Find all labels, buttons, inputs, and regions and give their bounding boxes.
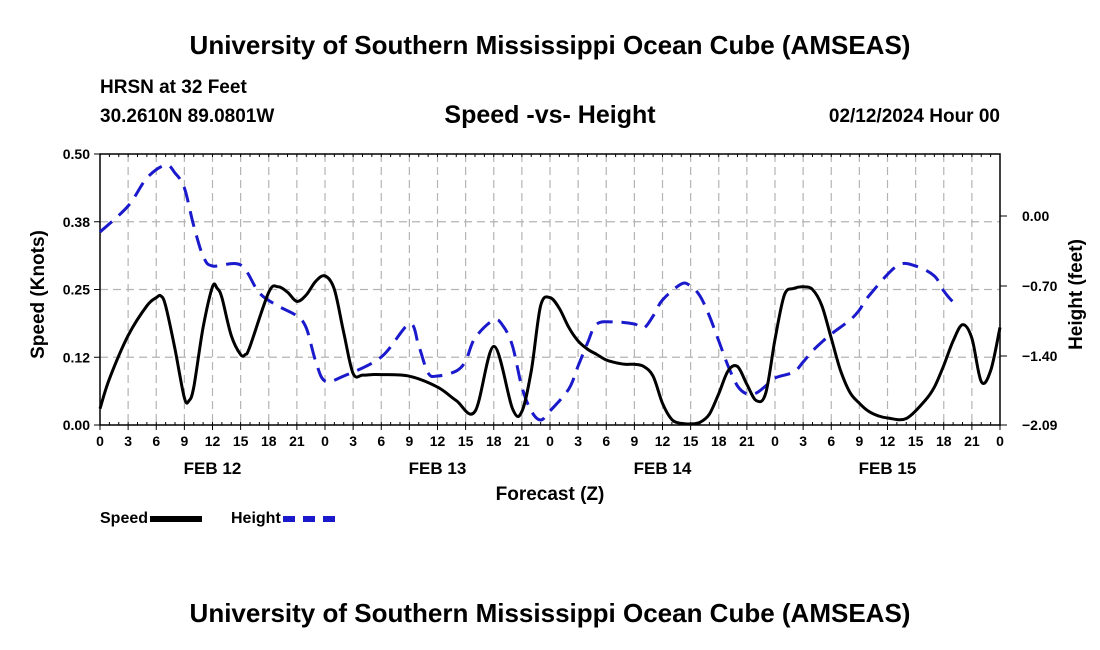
x-tick-label: 18 xyxy=(261,433,277,449)
coordinates-label: 30.2610N 89.0801W xyxy=(100,106,275,127)
x-tick-label: 3 xyxy=(124,433,132,449)
x-tick-label: 9 xyxy=(180,433,188,449)
x-axis-title: Forecast (Z) xyxy=(496,484,605,505)
x-tick-label: 3 xyxy=(574,433,582,449)
x-tick-label: 18 xyxy=(711,433,727,449)
x-tick-label: 12 xyxy=(205,433,221,449)
forecast-datetime: 02/12/2024 Hour 00 xyxy=(828,106,1000,127)
date-label: FEB 13 xyxy=(409,459,467,478)
y-right-axis-title: Height (feet) xyxy=(1066,239,1087,350)
x-tick-label: 6 xyxy=(152,433,160,449)
x-tick-label: 18 xyxy=(936,433,952,449)
x-tick-label: 21 xyxy=(739,433,755,449)
chart-subtitle: Speed -vs- Height xyxy=(444,101,656,129)
y-left-tick-label: 0.38 xyxy=(63,214,90,230)
x-tick-label: 12 xyxy=(655,433,671,449)
height-series-line xyxy=(98,163,955,422)
x-tick-label: 18 xyxy=(486,433,502,449)
legend-speed-label: Speed xyxy=(100,510,149,527)
date-label: FEB 14 xyxy=(634,459,692,478)
y-left-axis-title: Speed (Knots) xyxy=(28,230,49,359)
x-tick-label: 3 xyxy=(799,433,807,449)
legend-speed-swatch xyxy=(150,516,203,522)
x-tick-label: 0 xyxy=(96,433,104,449)
y-right-tick-label: −2.09 xyxy=(1022,417,1058,433)
x-tick-label: 21 xyxy=(289,433,305,449)
y-left-tick-label: 0.00 xyxy=(63,417,90,433)
y-right-tick-label: 0.00 xyxy=(1022,208,1049,224)
y-right-tick-label: −0.70 xyxy=(1022,278,1058,294)
legend-height-label: Height xyxy=(231,510,281,527)
x-tick-label: 15 xyxy=(233,433,249,449)
date-label: FEB 12 xyxy=(184,459,242,478)
chart-title: University of Southern Mississippi Ocean… xyxy=(189,30,911,60)
date-label: FEB 15 xyxy=(859,459,917,478)
y-left-tick-label: 0.25 xyxy=(63,282,90,298)
x-tick-label: 6 xyxy=(377,433,385,449)
legend-height: Height xyxy=(231,510,335,528)
x-tick-label: 15 xyxy=(683,433,699,449)
station-label: HRSN at 32 Feet xyxy=(100,77,247,98)
y-right-tick-label: −1.40 xyxy=(1022,348,1058,364)
x-tick-label: 0 xyxy=(771,433,779,449)
x-tick-label: 15 xyxy=(908,433,924,449)
legend-height-swatch xyxy=(282,516,335,522)
x-tick-label: 6 xyxy=(827,433,835,449)
x-tick-label: 9 xyxy=(630,433,638,449)
x-tick-label: 15 xyxy=(458,433,474,449)
x-tick-label: 0 xyxy=(546,433,554,449)
legend-speed: Speed xyxy=(100,510,203,528)
x-tick-label: 21 xyxy=(964,433,980,449)
x-tick-label: 12 xyxy=(880,433,896,449)
y-left-tick-label: 0.12 xyxy=(63,349,90,365)
plot-frame xyxy=(99,153,1001,426)
x-tick-label: 12 xyxy=(430,433,446,449)
x-tick-label: 0 xyxy=(996,433,1004,449)
footer-title: University of Southern Mississippi Ocean… xyxy=(189,598,911,628)
x-tick-label: 0 xyxy=(321,433,329,449)
x-tick-label: 3 xyxy=(349,433,357,449)
x-tick-label: 21 xyxy=(514,433,530,449)
x-tick-label: 9 xyxy=(405,433,413,449)
y-left-tick-label: 0.50 xyxy=(63,146,90,162)
speed-series-line xyxy=(98,274,1002,426)
x-tick-label: 9 xyxy=(855,433,863,449)
x-tick-label: 6 xyxy=(602,433,610,449)
